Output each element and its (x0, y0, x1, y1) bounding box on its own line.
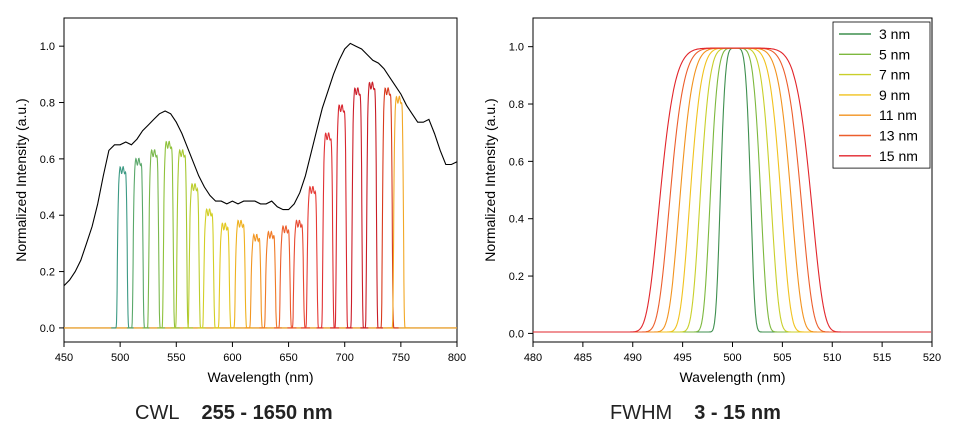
fwhm-xtick-label: 520 (923, 352, 941, 364)
cwl-ylabel: Normalized Intensity (a.u.) (13, 98, 29, 261)
cwl-ytick-label: 0.8 (40, 98, 55, 110)
fwhm-xtick-label: 485 (574, 352, 592, 364)
cwl-filter-peak (244, 233, 268, 329)
fwhm-xtick-label: 490 (624, 352, 642, 364)
cwl-filter-peak (213, 222, 236, 329)
cwl-filter-peak (142, 149, 166, 329)
fwhm-xlabel: Wavelength (nm) (679, 369, 785, 385)
fwhm-xtick-label: 510 (823, 352, 841, 364)
fwhm-ytick-label: 0.0 (509, 328, 524, 340)
cwl-caption-label: CWL (135, 402, 180, 424)
cwl-filter-peak (259, 230, 282, 329)
fwhm-ytick-label: 1.0 (509, 42, 524, 54)
fwhm-caption: FWHM 3 - 15 nm (610, 402, 781, 425)
fwhm-xtick-label: 495 (673, 352, 691, 364)
fwhm-xtick-label: 500 (723, 352, 741, 364)
cwl-xtick-label: 800 (448, 352, 466, 364)
fwhm-xtick-label: 515 (873, 352, 891, 364)
fwhm-legend-label: 15 nm (879, 148, 918, 164)
cwl-ytick-label: 0.6 (40, 154, 55, 166)
cwl-caption: CWL 255 - 1650 nm (135, 402, 333, 425)
cwl-ytick-label: 0.4 (40, 210, 55, 222)
cwl-filter-peak (345, 87, 369, 329)
cwl-filter-peak (360, 81, 383, 329)
cwl-ytick-label: 0.2 (40, 267, 55, 279)
fwhm-legend-label: 11 nm (879, 107, 917, 123)
fwhm-legend-label: 13 nm (879, 128, 918, 144)
cwl-ytick-label: 0.0 (40, 323, 55, 335)
cwl-caption-range: 255 - 1650 nm (201, 402, 333, 424)
cwl-filter-peak (197, 208, 221, 329)
cwl-xtick-label: 450 (55, 352, 73, 364)
fwhm-ytick-label: 0.8 (509, 99, 524, 111)
fwhm-caption-label: FWHM (610, 402, 673, 424)
cwl-xtick-label: 550 (167, 352, 185, 364)
fwhm-legend-label: 7 nm (879, 67, 910, 83)
fwhm-series-line (533, 47, 931, 333)
fwhm-xtick-label: 505 (773, 352, 791, 364)
cwl-xlabel: Wavelength (nm) (207, 369, 313, 385)
cwl-frame (63, 17, 458, 343)
fwhm-ytick-label: 0.6 (509, 156, 524, 168)
cwl-ytick-label: 1.0 (40, 41, 55, 53)
cwl-xtick-label: 650 (279, 352, 297, 364)
cwl-xtick-label: 600 (223, 352, 241, 364)
cwl-filter-peak (111, 165, 134, 329)
fwhm-xtick-label: 480 (524, 352, 542, 364)
cwl-filter-peak (229, 219, 252, 329)
fwhm-ytick-label: 0.4 (509, 214, 524, 226)
fwhm-caption-range: 3 - 15 nm (694, 402, 781, 424)
fwhm-legend-label: 9 nm (879, 87, 910, 103)
fwhm-legend-label: 5 nm (879, 46, 910, 62)
cwl-chart: 450 500 550 600 650 700 750 800 0.0 0.2 0.4 0.6 0.8 1… (13, 17, 466, 385)
fwhm-ytick-label: 0.2 (509, 271, 524, 283)
fwhm-legend-label: 3 nm (879, 26, 910, 42)
cwl-envelope-line (63, 42, 458, 287)
cwl-filter-peak (376, 87, 399, 329)
cwl-xtick-label: 700 (336, 352, 354, 364)
cwl-filter-peak (126, 157, 150, 329)
cwl-filter-peak (387, 95, 410, 329)
cwl-xtick-label: 500 (111, 352, 129, 364)
fwhm-chart: 480 485 490 495 500 505 510 515 520 0.0 0.2 0.4 0.6 0… (482, 17, 941, 385)
fwhm-ylabel: Normalized Intensity (a.u.) (482, 98, 498, 261)
fwhm-legend: 3 nm 5 nm 7 nm 9 nm 11 nm 13 nm 15 nm (832, 21, 931, 169)
cwl-filter-peak (170, 148, 194, 329)
cwl-xtick-label: 750 (392, 352, 410, 364)
